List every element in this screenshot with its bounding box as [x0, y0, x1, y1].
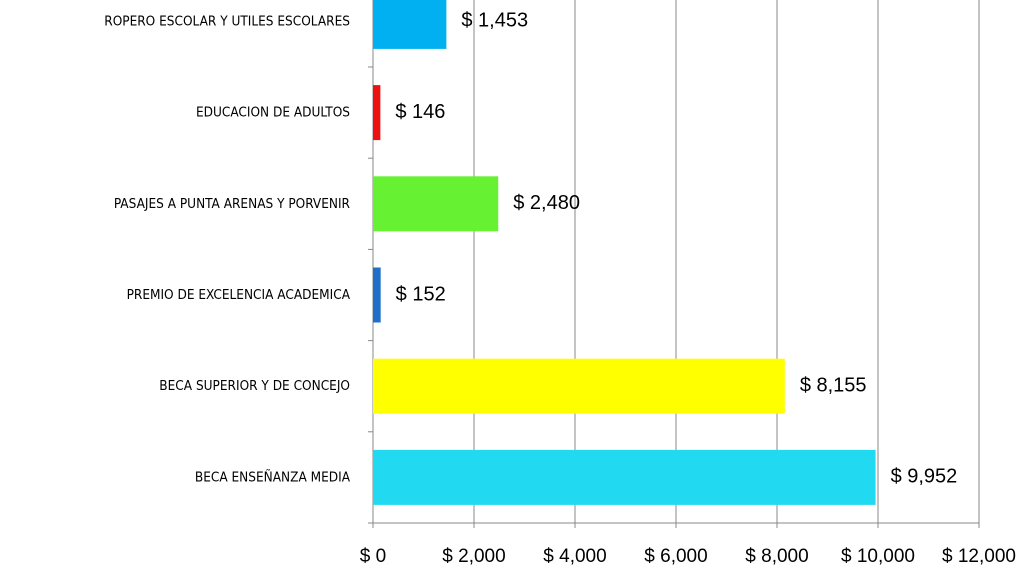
bar — [373, 85, 381, 141]
value-label: $ 2,480 — [513, 192, 580, 214]
x-tick-label: $ 10,000 — [841, 546, 915, 567]
y-tick-label: ROPERO ESCOLAR Y UTILES ESCOLARES — [104, 13, 350, 29]
x-tick-label: $ 4,000 — [543, 546, 606, 567]
y-tick-label: EDUCACION DE ADULTOS — [196, 105, 350, 121]
x-tick-label: $ 6,000 — [644, 546, 707, 567]
x-tick-label: $ 2,000 — [442, 546, 505, 567]
value-label: $ 146 — [395, 101, 445, 123]
y-tick-label: PASAJES A PUNTA ARENAS Y PORVENIR — [114, 196, 351, 212]
value-label: $ 1,453 — [461, 10, 528, 32]
bar — [373, 358, 785, 414]
bar — [373, 0, 447, 49]
bar — [373, 449, 876, 505]
y-tick-label: BECA ENSEÑANZA MEDIA — [195, 468, 351, 485]
x-tick-label: $ 12,000 — [942, 546, 1016, 567]
x-tick-label: $ 8,000 — [745, 546, 808, 567]
value-label: $ 152 — [396, 283, 446, 305]
bar — [373, 267, 381, 323]
value-label: $ 8,155 — [800, 374, 867, 396]
y-tick-label: PREMIO DE EXCELENCIA ACADEMICA — [127, 287, 351, 303]
bar — [373, 176, 499, 232]
y-tick-label: BECA SUPERIOR Y DE CONCEJO — [159, 378, 350, 394]
x-tick-label: $ 0 — [360, 546, 386, 567]
value-label: $ 9,952 — [891, 466, 958, 488]
